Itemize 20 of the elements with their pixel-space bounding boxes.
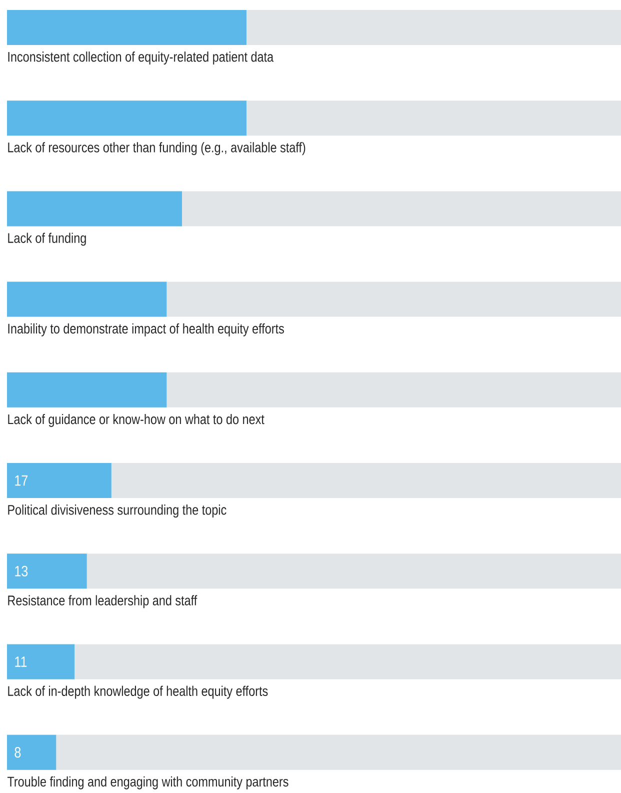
y-tick-label: Trouble finding and engaging with community partners <box>7 776 288 790</box>
y-tick-label: Inability to demonstrate impact of health equity efforts <box>8 323 284 336</box>
bar <box>7 282 167 317</box>
data-label: 8 <box>14 747 21 758</box>
y-tick-label: Resistance from leadership and staff <box>8 595 198 608</box>
y-tick-label: Inconsistent collection of equity-related patient data <box>8 52 274 65</box>
y-tick-label: Lack of guidance or know-how on what to do next <box>8 414 264 427</box>
data-label: 13 <box>15 566 28 576</box>
bar <box>7 191 182 226</box>
bar <box>7 372 167 408</box>
y-tick-label: Lack of in-depth knowledge of health equity efforts <box>8 686 268 699</box>
bar <box>7 554 87 589</box>
y-tick-label: Lack of funding <box>8 232 86 246</box>
data-label: 11 <box>15 656 27 667</box>
y-tick-label: Political divisiveness surrounding the topic <box>8 504 226 518</box>
data-label: 17 <box>15 475 28 486</box>
y-tick-label: Lack of resources other than funding (e.g., available staff) <box>8 142 306 156</box>
bar <box>7 734 56 770</box>
bar <box>7 644 75 680</box>
bar <box>7 463 112 498</box>
